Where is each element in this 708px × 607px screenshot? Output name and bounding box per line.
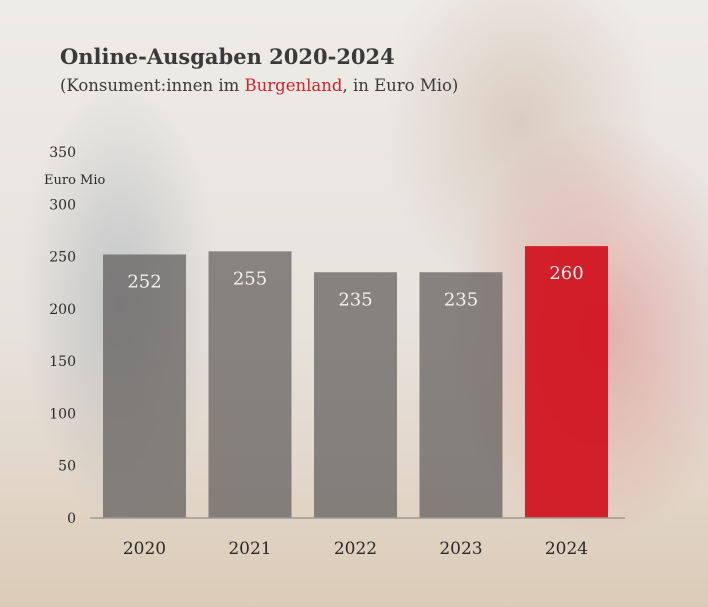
x-tick-label: 2021 bbox=[228, 539, 271, 559]
y-tick-label: 200 bbox=[49, 302, 76, 318]
bar-2022 bbox=[314, 272, 397, 518]
chart-subtitle: (Konsument:innen im Burgenland, in Euro … bbox=[60, 76, 458, 95]
subtitle-region-highlight: Burgenland bbox=[244, 76, 343, 95]
y-tick-label: 350 bbox=[49, 145, 76, 161]
chart-title: Online-Ausgaben 2020-2024 bbox=[60, 44, 395, 69]
y-tick-label: 150 bbox=[49, 354, 76, 370]
bar-2020 bbox=[103, 254, 186, 519]
x-tick-label: 2020 bbox=[123, 539, 166, 559]
subtitle-part: , in Euro Mio) bbox=[342, 76, 459, 95]
y-tick-label: 250 bbox=[49, 250, 76, 266]
x-tick-label: 2022 bbox=[334, 539, 377, 559]
bar-2024 bbox=[525, 246, 608, 518]
bar-2023 bbox=[419, 272, 503, 518]
y-tick-label: 50 bbox=[58, 459, 76, 475]
y-tick-label: 100 bbox=[49, 406, 76, 422]
x-tick-label: 2023 bbox=[439, 539, 482, 559]
data-label: 255 bbox=[233, 268, 267, 289]
y-axis-label: Euro Mio bbox=[44, 173, 106, 188]
y-tick-label: 0 bbox=[67, 511, 76, 527]
y-tick-label: 300 bbox=[49, 197, 76, 213]
data-label: 235 bbox=[338, 289, 372, 310]
subtitle-part: (Konsument:innen im bbox=[60, 76, 245, 95]
bar-2021 bbox=[208, 251, 292, 519]
data-label: 252 bbox=[127, 271, 161, 292]
x-tick-label: 2024 bbox=[545, 539, 588, 559]
data-label: 235 bbox=[444, 289, 478, 310]
data-label: 260 bbox=[549, 263, 583, 284]
